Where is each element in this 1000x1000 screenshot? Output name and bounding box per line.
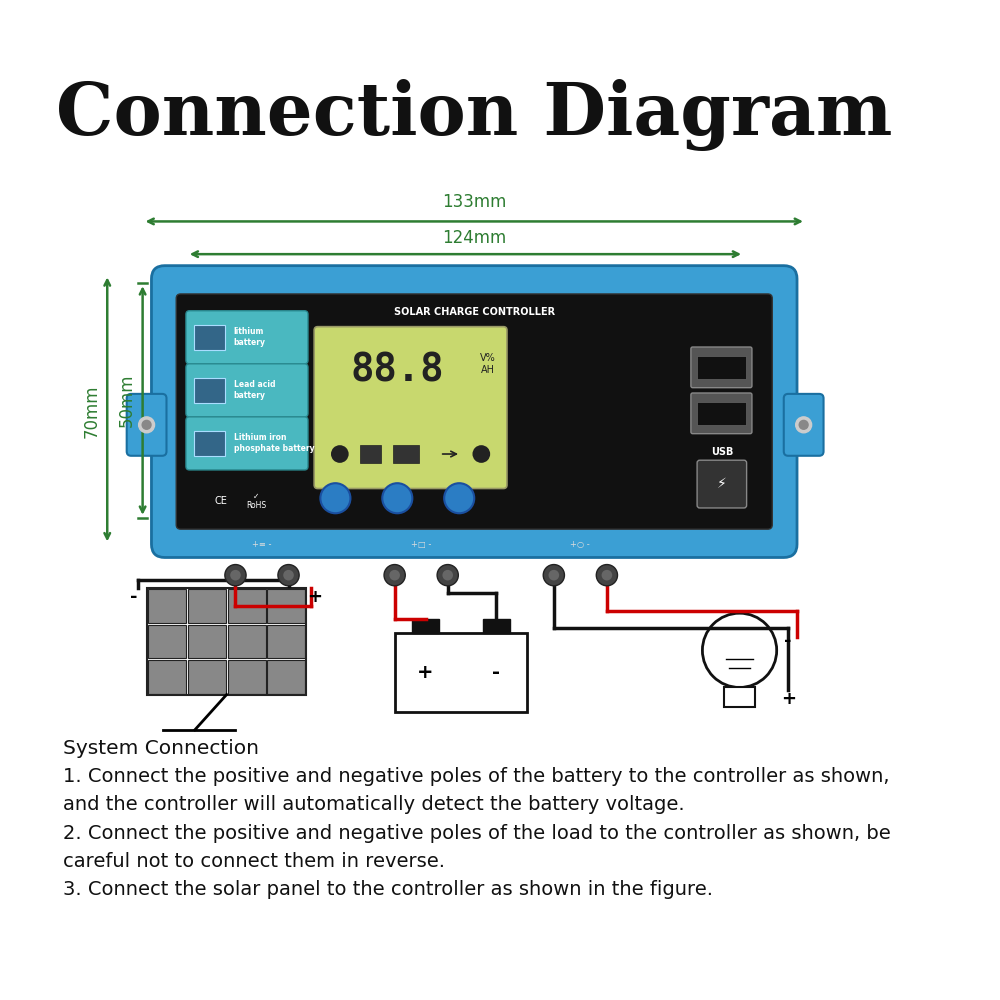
Circle shape <box>331 445 349 463</box>
Bar <box>395 633 527 712</box>
Bar <box>148 625 186 658</box>
Circle shape <box>437 565 458 586</box>
Text: -: - <box>784 632 792 650</box>
Circle shape <box>320 483 350 513</box>
FancyBboxPatch shape <box>127 394 166 456</box>
Text: careful not to connect them in reverse.: careful not to connect them in reverse. <box>63 852 445 871</box>
Text: 2. Connect the positive and negative poles of the load to the controller as show: 2. Connect the positive and negative pol… <box>63 824 891 843</box>
Bar <box>194 325 225 350</box>
Bar <box>393 445 419 463</box>
Bar <box>483 619 510 633</box>
Bar <box>148 589 186 623</box>
FancyBboxPatch shape <box>784 394 824 456</box>
Bar <box>228 589 266 623</box>
FancyBboxPatch shape <box>314 327 507 489</box>
Text: +○ -: +○ - <box>570 540 590 549</box>
Circle shape <box>549 570 559 580</box>
FancyBboxPatch shape <box>691 347 752 388</box>
Circle shape <box>142 420 151 429</box>
Bar <box>360 445 381 463</box>
FancyBboxPatch shape <box>176 294 772 529</box>
Circle shape <box>543 565 564 586</box>
Circle shape <box>283 570 294 580</box>
Text: 1. Connect the positive and negative poles of the battery to the controller as s: 1. Connect the positive and negative pol… <box>63 767 890 786</box>
Bar <box>724 687 755 707</box>
Text: 124mm: 124mm <box>442 229 506 247</box>
Text: V%
AH: V% AH <box>480 353 495 375</box>
Text: 70mm: 70mm <box>82 385 100 438</box>
Bar <box>228 625 266 658</box>
Bar <box>188 625 226 658</box>
Text: lithium
battery: lithium battery <box>234 327 266 347</box>
Text: System Connection: System Connection <box>63 739 259 758</box>
FancyBboxPatch shape <box>186 417 308 470</box>
Circle shape <box>444 483 474 513</box>
Circle shape <box>278 565 299 586</box>
Text: +□ -: +□ - <box>411 540 431 549</box>
Text: 88.8: 88.8 <box>351 351 444 389</box>
Text: Connection Diagram: Connection Diagram <box>56 79 892 151</box>
Circle shape <box>389 570 400 580</box>
Circle shape <box>472 445 490 463</box>
Circle shape <box>384 565 405 586</box>
Text: +≡ -: +≡ - <box>252 540 272 549</box>
Bar <box>194 431 225 456</box>
Bar <box>148 660 186 694</box>
Text: SOLAR CHARGE CONTROLLER: SOLAR CHARGE CONTROLLER <box>394 307 555 317</box>
Circle shape <box>702 613 777 687</box>
Text: 133mm: 133mm <box>442 193 506 211</box>
Bar <box>697 356 746 379</box>
Bar <box>194 378 225 403</box>
Text: -: - <box>492 663 500 682</box>
FancyBboxPatch shape <box>697 460 747 508</box>
Text: -: - <box>130 588 138 606</box>
Circle shape <box>225 565 246 586</box>
Circle shape <box>442 570 453 580</box>
Circle shape <box>602 570 612 580</box>
Circle shape <box>596 565 618 586</box>
Circle shape <box>139 417 155 433</box>
Text: +: + <box>417 663 434 682</box>
FancyBboxPatch shape <box>186 364 308 417</box>
Text: ⚡: ⚡ <box>717 477 727 491</box>
Bar <box>412 619 439 633</box>
FancyBboxPatch shape <box>151 266 797 557</box>
Text: 50mm: 50mm <box>118 374 136 427</box>
Text: Lead acid
battery: Lead acid battery <box>234 380 275 400</box>
Text: +: + <box>781 690 796 708</box>
Text: and the controller will automatically detect the battery voltage.: and the controller will automatically de… <box>63 795 685 814</box>
FancyBboxPatch shape <box>186 311 308 364</box>
Text: USB: USB <box>711 447 733 457</box>
FancyBboxPatch shape <box>691 393 752 434</box>
Circle shape <box>382 483 412 513</box>
Bar <box>267 589 305 623</box>
Bar <box>228 660 266 694</box>
Bar <box>697 402 746 425</box>
Bar <box>147 588 306 695</box>
Text: ✓
RoHS: ✓ RoHS <box>246 492 266 510</box>
Text: 3. Connect the solar panel to the controller as shown in the figure.: 3. Connect the solar panel to the contro… <box>63 880 713 899</box>
Bar <box>267 625 305 658</box>
Text: +: + <box>308 588 323 606</box>
Bar <box>188 660 226 694</box>
Text: Lithium iron
phosphate battery: Lithium iron phosphate battery <box>234 433 314 453</box>
Text: CE: CE <box>214 496 227 506</box>
Circle shape <box>799 420 808 429</box>
Bar <box>267 660 305 694</box>
Circle shape <box>230 570 241 580</box>
Circle shape <box>796 417 812 433</box>
Bar <box>188 589 226 623</box>
